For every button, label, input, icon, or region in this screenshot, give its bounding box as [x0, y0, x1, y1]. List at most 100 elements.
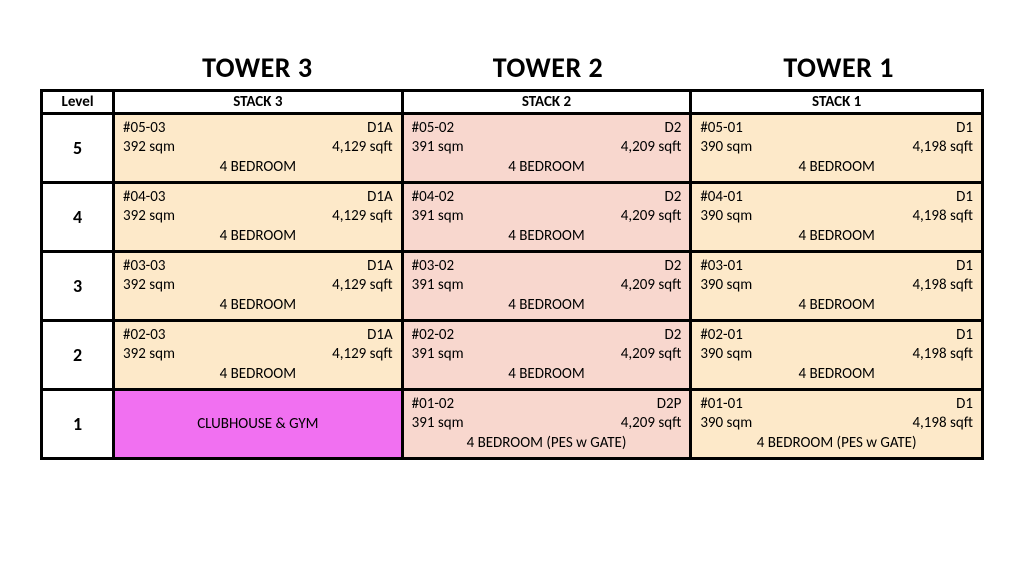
level-row: 4#04-03D1A392 sqm4,129 sqft4 BEDROOM#04-…: [43, 184, 981, 253]
unit-number: #02-02: [412, 326, 454, 346]
level-row: 5#05-03D1A392 sqm4,129 sqft4 BEDROOM#05-…: [43, 115, 981, 184]
unit-sqm: 392 sqm: [123, 276, 175, 296]
unit-sqm: 390 sqm: [700, 207, 752, 227]
unit-type: D2: [664, 257, 681, 277]
level-row: 3#03-03D1A392 sqm4,129 sqft4 BEDROOM#03-…: [43, 253, 981, 322]
unit-sqm: 391 sqm: [412, 276, 464, 296]
unit-sqft: 4,209 sqft: [621, 207, 682, 227]
unit-sqft: 4,129 sqft: [332, 138, 393, 158]
unit-number: #01-01: [700, 395, 742, 415]
unit-sqft: 4,129 sqft: [332, 207, 393, 227]
unit-cell: #01-01 D1 390 sqm 4,198 sqft4 BEDROOM (PES …: [692, 391, 981, 457]
unit-type: D1: [956, 326, 973, 346]
unit-cell: #01-02 D2P 391 sqm 4,209 sqft4 BEDROOM (PES…: [404, 391, 693, 457]
unit-sqft: 4,198 sqft: [912, 345, 973, 365]
unit-type: D1A: [367, 119, 393, 139]
unit-type: D1: [956, 119, 973, 139]
level-number: 4: [43, 184, 115, 250]
level-number: 5: [43, 115, 115, 181]
unit-desc: 4 BEDROOM (PES w GATE): [412, 434, 682, 454]
unit-desc: 4 BEDROOM: [412, 365, 682, 385]
unit-sqft: 4,129 sqft: [332, 345, 393, 365]
unit-desc: 4 BEDROOM (PES w GATE): [700, 434, 973, 454]
unit-sqft: 4,198 sqft: [912, 138, 973, 158]
unit-cell: #02-01 D1 390 sqm 4,198 sqft4 BEDROOM: [692, 322, 981, 388]
unit-desc: 4 BEDROOM: [123, 227, 393, 247]
unit-number: #02-01: [700, 326, 742, 346]
unit-type: D1A: [367, 257, 393, 277]
unit-desc: 4 BEDROOM: [700, 158, 973, 178]
unit-desc: 4 BEDROOM: [412, 227, 682, 247]
unit-type: D1A: [367, 188, 393, 208]
unit-sqm: 391 sqm: [412, 414, 464, 434]
unit-sqm: 392 sqm: [123, 207, 175, 227]
unit-sqm: 391 sqm: [412, 207, 464, 227]
unit-type: D2: [664, 119, 681, 139]
unit-sqm: 392 sqm: [123, 345, 175, 365]
level-number: 3: [43, 253, 115, 319]
unit-sqft: 4,129 sqft: [332, 276, 393, 296]
unit-type: D1: [956, 395, 973, 415]
unit-number: #05-03: [123, 119, 165, 139]
tower-title-row: TOWER 3 TOWER 2 TOWER 1: [40, 50, 984, 85]
unit-type: D2: [664, 188, 681, 208]
unit-desc: 4 BEDROOM: [123, 296, 393, 316]
stack-header: STACK 2: [404, 92, 693, 112]
unit-type: D1: [956, 257, 973, 277]
stack-header: STACK 3: [115, 92, 404, 112]
unit-cell: #02-03 D1A 392 sqm 4,129 sqft4 BEDROOM: [115, 322, 404, 388]
unit-desc: 4 BEDROOM: [412, 158, 682, 178]
unit-sqft: 4,209 sqft: [621, 345, 682, 365]
unit-number: #03-03: [123, 257, 165, 277]
level-number: 2: [43, 322, 115, 388]
unit-type: D2P: [657, 395, 682, 415]
unit-number: #04-03: [123, 188, 165, 208]
unit-desc: 4 BEDROOM: [700, 365, 973, 385]
unit-sqft: 4,198 sqft: [912, 414, 973, 434]
unit-sqft: 4,209 sqft: [621, 138, 682, 158]
unit-type: D1: [956, 188, 973, 208]
level-row: 2#02-03D1A392 sqm4,129 sqft4 BEDROOM#02-…: [43, 322, 981, 391]
unit-desc: 4 BEDROOM: [700, 227, 973, 247]
stack-header-row: Level STACK 3 STACK 2 STACK 1: [40, 89, 984, 112]
unit-number: #03-01: [700, 257, 742, 277]
unit-desc: 4 BEDROOM: [412, 296, 682, 316]
unit-cell: #05-03 D1A 392 sqm 4,129 sqft4 BEDROOM: [115, 115, 404, 181]
unit-number: #04-01: [700, 188, 742, 208]
stacking-chart: TOWER 3 TOWER 2 TOWER 1 Level STACK 3 ST…: [40, 50, 984, 460]
unit-cell: #03-01 D1 390 sqm 4,198 sqft4 BEDROOM: [692, 253, 981, 319]
unit-type: D1A: [367, 326, 393, 346]
level-number: 1: [43, 391, 115, 457]
unit-sqft: 4,198 sqft: [912, 207, 973, 227]
unit-number: #04-02: [412, 188, 454, 208]
unit-number: #05-01: [700, 119, 742, 139]
unit-sqm: 392 sqm: [123, 138, 175, 158]
chart-body: 5#05-03D1A392 sqm4,129 sqft4 BEDROOM#05-…: [40, 112, 984, 460]
unit-sqft: 4,209 sqft: [621, 276, 682, 296]
level-row: 1 CLUBHOUSE & GYM #01-02 D2P 391 sqm 4,209 sq…: [43, 391, 981, 457]
unit-desc: 4 BEDROOM: [700, 296, 973, 316]
amenity-cell: CLUBHOUSE & GYM: [115, 391, 404, 457]
unit-sqft: 4,198 sqft: [912, 276, 973, 296]
unit-cell: #04-03 D1A 392 sqm 4,129 sqft4 BEDROOM: [115, 184, 404, 250]
unit-cell: #03-03 D1A 392 sqm 4,129 sqft4 BEDROOM: [115, 253, 404, 319]
unit-sqft: 4,209 sqft: [621, 414, 682, 434]
unit-number: #05-02: [412, 119, 454, 139]
unit-number: #01-02: [412, 395, 454, 415]
unit-sqm: 390 sqm: [700, 414, 752, 434]
unit-desc: 4 BEDROOM: [123, 158, 393, 178]
unit-sqm: 390 sqm: [700, 276, 752, 296]
amenity-label: CLUBHOUSE & GYM: [197, 415, 318, 433]
unit-sqm: 390 sqm: [700, 345, 752, 365]
unit-cell: #02-02D2391 sqm4,209 sqft4 BEDROOM: [404, 322, 693, 388]
stack-header: STACK 1: [692, 92, 981, 112]
unit-sqm: 391 sqm: [412, 138, 464, 158]
tower-title: TOWER 2: [403, 50, 694, 85]
unit-sqm: 391 sqm: [412, 345, 464, 365]
unit-sqm: 390 sqm: [700, 138, 752, 158]
unit-cell: #04-01 D1 390 sqm 4,198 sqft4 BEDROOM: [692, 184, 981, 250]
unit-cell: #05-01 D1 390 sqm 4,198 sqft4 BEDROOM: [692, 115, 981, 181]
unit-desc: 4 BEDROOM: [123, 365, 393, 385]
unit-number: #02-03: [123, 326, 165, 346]
unit-cell: #03-02D2391 sqm4,209 sqft4 BEDROOM: [404, 253, 693, 319]
